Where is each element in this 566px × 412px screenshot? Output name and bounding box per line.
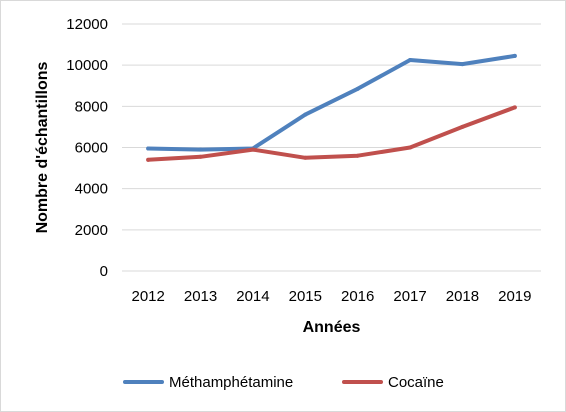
y-axis-ticks: 0 2000 4000 6000 8000 10000 12000 [66, 16, 108, 280]
y-tick-label-12000: 12000 [66, 16, 108, 33]
legend-label-methamphetamine: Méthamphétamine [169, 374, 293, 391]
x-axis-ticks: 2012 2013 2014 2015 2016 2017 2018 2019 [132, 288, 532, 305]
data-point-methamphetamine-2013 [198, 147, 203, 152]
legend-label-cocaine: Cocaïne [388, 374, 444, 391]
x-tick-label-2017: 2017 [393, 288, 426, 305]
data-point-methamphetamine-2015 [303, 112, 308, 117]
legend: Méthamphétamine Cocaïne [123, 374, 444, 391]
series-line-cocaine [146, 105, 517, 162]
y-tick-label-4000: 4000 [75, 181, 108, 198]
x-axis-title: Années [303, 319, 361, 336]
series-lines [146, 53, 517, 162]
y-tick-label-2000: 2000 [75, 222, 108, 239]
data-point-methamphetamine-2019 [512, 53, 517, 58]
data-point-cocaine-2012 [146, 157, 151, 162]
data-point-cocaine-2013 [198, 154, 203, 159]
data-point-cocaine-2014 [250, 147, 255, 152]
y-tick-label-0: 0 [100, 263, 108, 280]
x-tick-label-2013: 2013 [184, 288, 217, 305]
y-tick-label-10000: 10000 [66, 57, 108, 74]
data-point-methamphetamine-2017 [408, 58, 413, 63]
data-point-cocaine-2015 [303, 155, 308, 160]
y-tick-label-8000: 8000 [75, 98, 108, 115]
x-tick-label-2014: 2014 [236, 288, 269, 305]
x-tick-label-2019: 2019 [498, 288, 531, 305]
gridlines [122, 23, 541, 272]
x-tick-label-2018: 2018 [446, 288, 479, 305]
data-point-methamphetamine-2018 [460, 62, 465, 67]
x-tick-label-2012: 2012 [132, 288, 165, 305]
data-point-methamphetamine-2012 [146, 146, 151, 151]
y-tick-label-6000: 6000 [75, 140, 108, 157]
y-axis-title: Nombre d'échantillons [34, 61, 51, 233]
data-point-cocaine-2018 [460, 124, 465, 129]
data-point-cocaine-2019 [512, 105, 517, 110]
series-line-methamphetamine [146, 53, 517, 152]
data-point-cocaine-2016 [355, 153, 360, 158]
data-point-methamphetamine-2016 [355, 86, 360, 91]
x-tick-label-2016: 2016 [341, 288, 374, 305]
data-point-cocaine-2017 [408, 145, 413, 150]
x-tick-label-2015: 2015 [289, 288, 322, 305]
